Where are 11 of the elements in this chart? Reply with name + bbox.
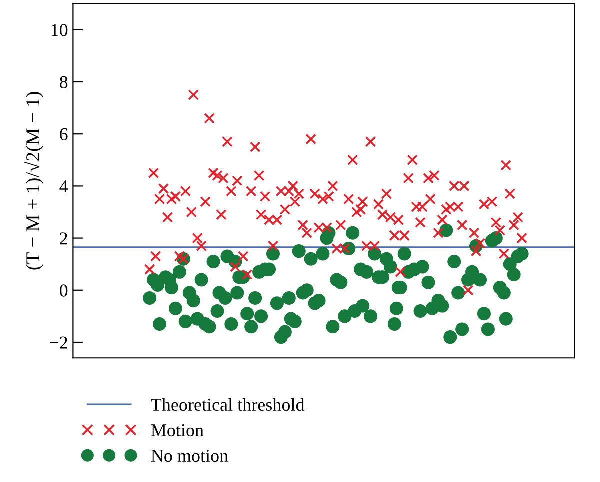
y-tick-label: 10 — [52, 24, 68, 36]
legend-label: No motion — [151, 450, 228, 462]
legend-label: Motion — [151, 424, 204, 437]
y-tick-label: 8 — [60, 76, 68, 88]
y-tick-label: −2 — [50, 336, 68, 349]
y-tick-label: 0 — [60, 284, 68, 297]
y-tick-label: 6 — [60, 128, 68, 141]
legend-label: Theoretical threshold — [151, 398, 305, 412]
y-tick-label: 2 — [60, 232, 68, 245]
y-tick-label: 4 — [60, 180, 68, 192]
y-axis-title: (T − M + 1)/√2(M − 1) — [24, 92, 44, 270]
